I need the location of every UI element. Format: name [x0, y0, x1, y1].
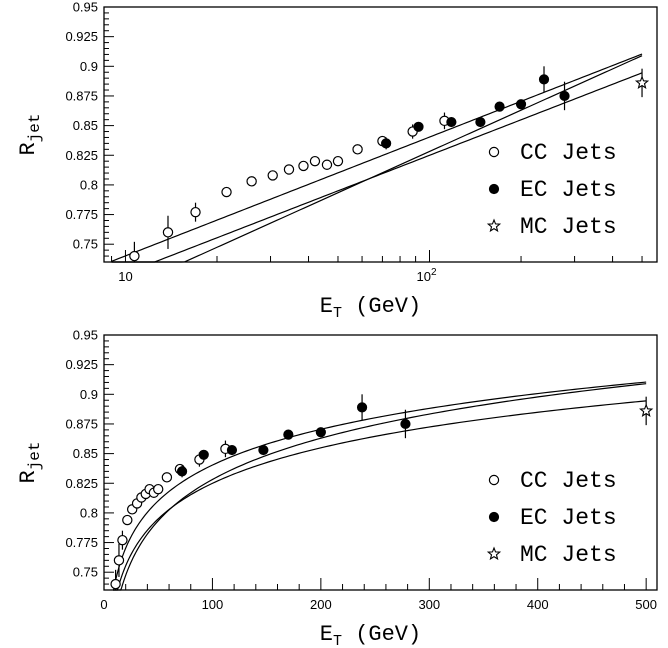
y-tick-label: 0.875	[65, 416, 98, 431]
ec-jet-point	[476, 117, 485, 126]
x-tick-label: 10	[118, 269, 132, 284]
x-tick-exponent: 2	[431, 267, 437, 278]
legend-marker-open-circle	[489, 147, 498, 156]
y-tick-label: 0.95	[73, 0, 98, 15]
ec-jet-point	[284, 430, 293, 439]
x-tick-label: 500	[635, 597, 657, 612]
ec-jet-point	[227, 445, 236, 454]
y-axis-title: Rjet	[16, 441, 44, 483]
ec-jet-point	[382, 139, 391, 148]
legend-label: EC Jets	[520, 505, 617, 531]
y-axis-title: Rjet	[16, 113, 44, 155]
y-axis-title-subscript: jet	[26, 441, 44, 470]
cc-jet-point	[322, 160, 331, 169]
y-axis-title-main: R	[16, 470, 41, 483]
ec-jet-point	[447, 117, 456, 126]
y-tick-label: 0.9	[80, 387, 98, 402]
x-axis-title-unit: (GeV)	[342, 622, 421, 647]
cc-jet-point	[111, 579, 120, 588]
x-tick-label: 100	[202, 597, 224, 612]
cc-jet-point	[299, 161, 308, 170]
y-tick-label: 0.775	[65, 207, 98, 222]
legend-marker-open-circle	[489, 475, 498, 484]
ec-jet-point	[316, 428, 325, 437]
ec-jet-point	[357, 403, 366, 412]
cc-jet-point	[123, 515, 132, 524]
cc-jet-point	[353, 145, 362, 154]
y-tick-label: 0.775	[65, 535, 98, 550]
cc-jet-point	[333, 157, 342, 166]
cc-jet-point	[163, 228, 172, 237]
legend-marker-filled-circle	[489, 512, 498, 521]
x-axis-title: ET (GeV)	[320, 622, 421, 648]
x-tick-label: 0	[100, 597, 107, 612]
y-tick-label: 0.8	[80, 177, 98, 192]
ec-jet-point	[560, 91, 569, 100]
y-tick-label: 0.85	[73, 446, 98, 461]
ec-jet-point	[414, 122, 423, 131]
mc-jet-point	[640, 405, 651, 416]
y-axis-title-subscript: jet	[26, 113, 44, 142]
cc-jet-point	[247, 177, 256, 186]
x-axis-title-main: E	[320, 294, 333, 319]
x-axis-title-unit: (GeV)	[342, 294, 421, 319]
y-tick-label: 0.925	[65, 29, 98, 44]
y-tick-label: 0.75	[73, 237, 98, 252]
x-tick-label: 400	[527, 597, 549, 612]
ec-jet-point	[401, 419, 410, 428]
y-tick-label: 0.9	[80, 59, 98, 74]
ec-jet-point	[495, 102, 504, 111]
y-tick-label: 0.75	[73, 565, 98, 580]
y-tick-label: 0.925	[65, 357, 98, 372]
legend-marker-open-star	[488, 548, 499, 559]
ec-jet-point	[259, 445, 268, 454]
ec-jet-point	[539, 75, 548, 84]
cc-jet-point	[130, 251, 139, 260]
y-axis-title-main: R	[16, 142, 41, 155]
legend-label: MC Jets	[520, 542, 617, 568]
legend-label: CC Jets	[520, 140, 617, 166]
cc-jet-point	[268, 171, 277, 180]
cc-jet-point	[284, 165, 293, 174]
y-tick-label: 0.875	[65, 88, 98, 103]
y-tick-label: 0.85	[73, 118, 98, 133]
legend-marker-open-star	[488, 220, 499, 231]
top-panel-log-scale: 0.75 0.775 0.8 0.825 0.85 0.875 0.9 0.925 0.95 10…	[16, 0, 657, 322]
x-axis-title-subscript: T	[333, 633, 342, 648]
legend-marker-filled-circle	[489, 184, 498, 193]
x-tick-label: 102	[416, 267, 436, 284]
cc-jet-point	[114, 556, 123, 565]
cc-jet-point	[222, 187, 231, 196]
ec-jet-point	[177, 467, 186, 476]
bottom-panel-linear-scale: 0.75 0.775 0.8 0.825 0.85 0.875 0.9 0.925 0.95 0 1…	[16, 328, 657, 648]
x-axis-title-main: E	[320, 622, 333, 647]
cc-jet-point	[154, 485, 163, 494]
y-tick-label: 0.825	[65, 148, 98, 163]
legend-label: EC Jets	[520, 177, 617, 203]
y-tick-label: 0.8	[80, 505, 98, 520]
legend-label: MC Jets	[520, 214, 617, 240]
ec-jet-point	[516, 100, 525, 109]
x-tick-label: 300	[418, 597, 440, 612]
ec-jet-point	[199, 450, 208, 459]
cc-jet-point	[162, 473, 171, 482]
y-tick-label: 0.825	[65, 476, 98, 491]
x-tick-label: 200	[310, 597, 332, 612]
mc-jet-point	[636, 77, 647, 88]
cc-jet-point	[191, 208, 200, 217]
y-tick-label: 0.95	[73, 328, 98, 343]
cc-jet-point	[118, 536, 127, 545]
x-axis-title-subscript: T	[333, 305, 342, 322]
x-axis-title: ET (GeV)	[320, 294, 421, 322]
legend-label: CC Jets	[520, 468, 617, 494]
cc-jet-point	[310, 157, 319, 166]
